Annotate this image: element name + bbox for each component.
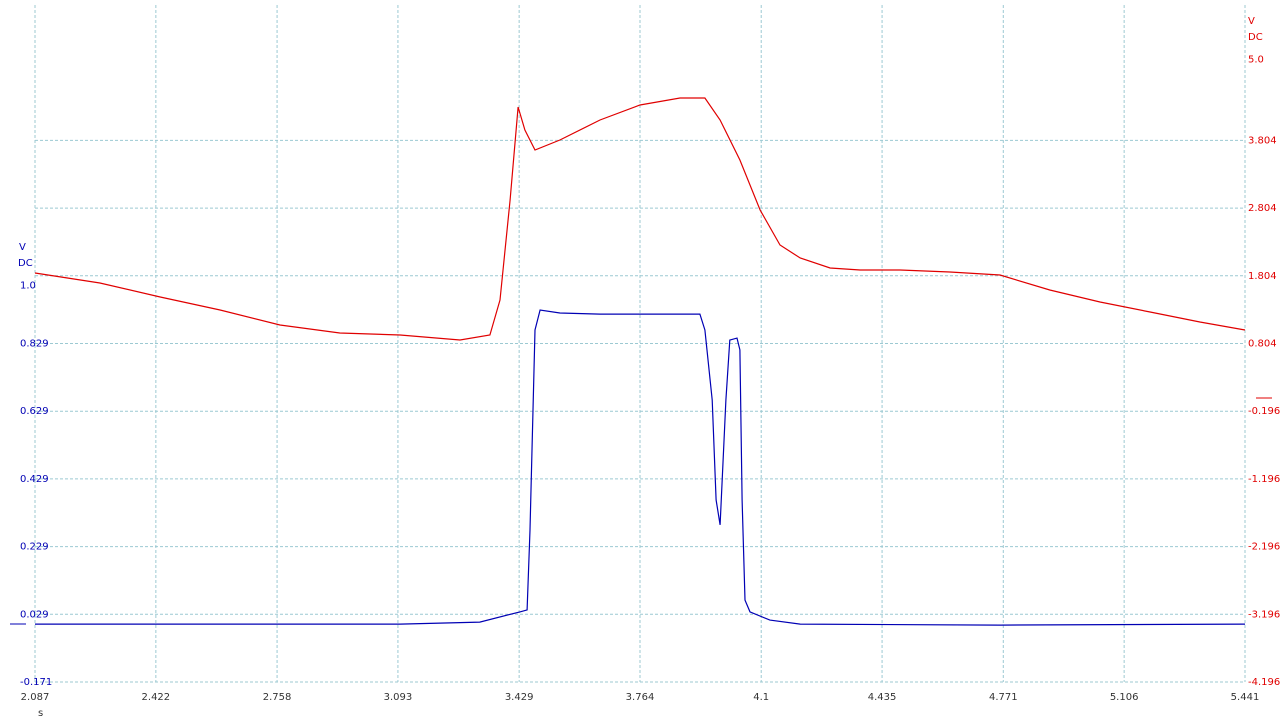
y2-tick-label: -1.196 [1248,474,1280,485]
x-tick-label: 4.1 [753,692,769,703]
y2-tick-label: 5.0 [1248,54,1264,65]
x-tick-label: 2.087 [21,692,50,703]
y2-tick-label: -0.196 [1248,406,1280,417]
x-tick-label: 5.106 [1110,692,1139,703]
y2-tick-label: -2.196 [1248,542,1280,553]
y2-tick-label: 3.804 [1248,135,1277,146]
y-tick-label: 0.829 [20,339,49,350]
y-unit: V [19,242,26,253]
y2-tick-label: -4.196 [1248,677,1280,688]
x-tick-label: 3.093 [384,692,413,703]
y2-tick-label: 1.804 [1248,271,1277,282]
y-tick-label: 0.629 [20,406,49,417]
x-tick-label: 4.771 [989,692,1018,703]
y2-coupling: DC [1248,32,1263,43]
y-tick-label: 0.029 [20,609,49,620]
trace [35,309,1246,626]
x-tick-label: 2.758 [263,692,292,703]
x-tick-label: 5.441 [1231,692,1260,703]
y-tick-label: 0.229 [20,542,49,553]
x-tick-label: 2.422 [142,692,171,703]
y2-tick-label: 2.804 [1248,203,1277,214]
x-unit: s [38,708,43,719]
y-tick-label: 1.0 [20,281,36,292]
trace [34,97,1246,341]
y2-tick-label: -3.196 [1248,609,1280,620]
y-tick-label: 0.429 [20,474,49,485]
y-coupling: DC [18,258,33,269]
x-tick-label: 3.764 [626,692,655,703]
x-tick-label: 3.429 [505,692,534,703]
y2-unit: V [1248,16,1255,27]
y-tick-label: -0.171 [20,677,52,688]
y2-tick-label: 0.804 [1248,339,1277,350]
x-tick-label: 4.435 [868,692,897,703]
